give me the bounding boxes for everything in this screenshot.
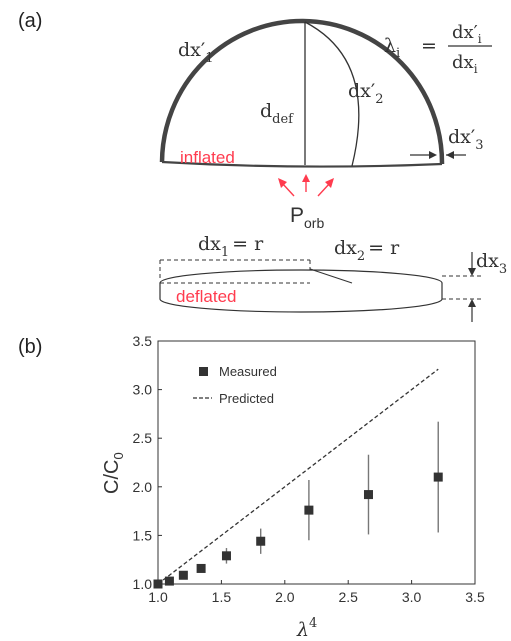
measured-point: [153, 579, 163, 589]
y-tick-label: 3.0: [133, 382, 153, 398]
y-tick-label: 1.0: [133, 576, 153, 592]
measured-point: [304, 505, 314, 515]
y-tick-label: 2.5: [133, 430, 153, 446]
legend-predicted-label: Predicted: [219, 391, 274, 406]
legend-measured-marker: [199, 367, 208, 376]
svg-text:=: =: [421, 35, 437, 57]
dx3-prime-arrowhead-right: [446, 151, 454, 159]
porb-arrows: [278, 174, 334, 197]
inflated-dome: [159, 18, 466, 168]
x-tick-label: 1.0: [148, 589, 168, 605]
measured-point: [363, 490, 373, 500]
svg-text:dxi: dxi: [452, 52, 478, 76]
meridian-curve: [304, 21, 360, 167]
legend: Measured Predicted: [193, 364, 277, 406]
measured-point: [178, 570, 188, 580]
panel-a-label: (a): [18, 10, 42, 32]
x-tick-label: 3.0: [402, 589, 422, 605]
plot-frame: [157, 340, 476, 585]
inflated-label: inflated: [180, 148, 235, 167]
dx2-prime-label: dx′2: [348, 80, 383, 107]
porb-label: Porb: [290, 204, 324, 231]
deflated-disk: [159, 252, 482, 322]
panel-b-label: (b): [18, 336, 42, 358]
measured-point: [256, 536, 266, 546]
dx1-prime-label: dx′1: [178, 39, 213, 66]
ddef-label: ddef: [260, 100, 294, 127]
measured-point: [196, 563, 206, 573]
measured-point: [433, 472, 443, 482]
svg-text:λi: λi: [384, 35, 400, 61]
dome-base: [161, 160, 443, 168]
x-tick-label: 2.5: [338, 589, 358, 605]
y-axis-label: C/C0: [101, 452, 126, 494]
dx3-prime-label: dx′3: [448, 126, 483, 153]
y-tick-label: 1.5: [133, 527, 153, 543]
y-tick-label: 3.5: [133, 333, 153, 349]
dx3-label: dx3: [476, 250, 507, 277]
measured-series: [153, 421, 443, 589]
dome-outline: [159, 18, 445, 165]
predicted-line: [157, 368, 439, 585]
lambda-equation: λi = dx′i dxi: [384, 22, 492, 76]
y-tick-label: 2.0: [133, 479, 153, 495]
svg-text:dx′i: dx′i: [452, 22, 482, 46]
dx2-eq-label: dx2 = r: [334, 237, 400, 264]
deflated-label: deflated: [176, 287, 237, 306]
chart: 1.0 1.5 2.0 2.5 3.0 3.5 1.0 1.5 2.0 2.5 3.0 3.5 Mea…: [101, 333, 485, 641]
measured-point: [164, 576, 174, 586]
legend-measured-label: Measured: [219, 364, 277, 379]
disk-side: [159, 283, 443, 313]
x-tick-label: 2.0: [275, 589, 295, 605]
predicted-series: [157, 368, 439, 585]
x-tick-label: 1.5: [212, 589, 232, 605]
dx1-eq-label: dx1 = r: [198, 233, 264, 260]
measured-point: [221, 551, 231, 561]
x-axis-label: λ4: [296, 616, 317, 641]
x-tick-label: 3.5: [465, 589, 485, 605]
dx3-prime-arrowhead-left: [429, 151, 437, 159]
axis-ticks: 1.0 1.5 2.0 2.5 3.0 3.5 1.0 1.5 2.0 2.5 3.0 3.5: [133, 333, 485, 605]
